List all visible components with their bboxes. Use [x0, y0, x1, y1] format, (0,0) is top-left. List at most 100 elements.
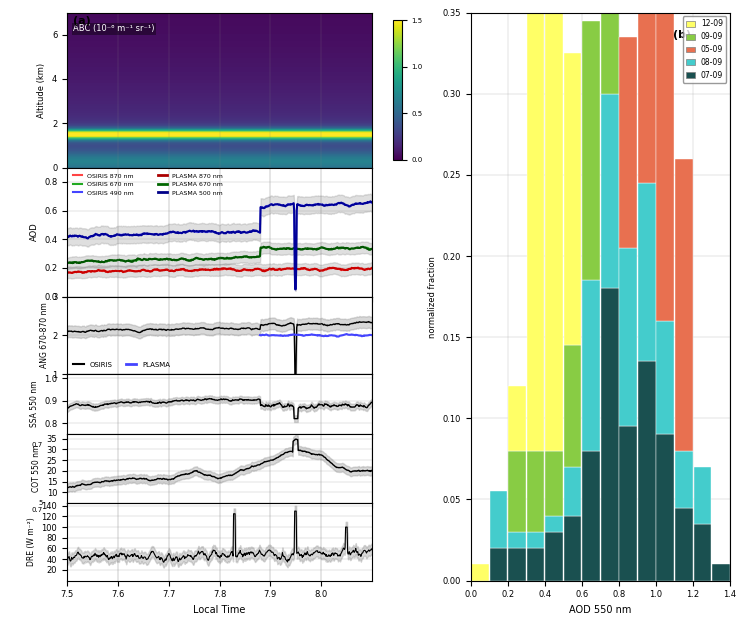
Text: ABC (10⁻⁶ m⁻¹ sr⁻¹): ABC (10⁻⁶ m⁻¹ sr⁻¹): [73, 24, 155, 33]
OSIRIS 490 nm: [200, 228, 209, 236]
PLASMA 670 nm: [201, 256, 210, 263]
Bar: [527, 451, 545, 532]
Bar: [508, 532, 526, 548]
OSIRIS 670 nm: [117, 257, 126, 264]
Bar: [489, 548, 507, 581]
OSIRIS 670 nm: [63, 259, 72, 267]
OSIRIS 670 nm: [367, 245, 376, 252]
PLASMA 500 nm: [293, 201, 302, 208]
OSIRIS: [141, 326, 150, 334]
PLASMA 500 nm: [63, 233, 72, 241]
OSIRIS 490 nm: [266, 200, 275, 208]
PLASMA 670 nm: [267, 245, 276, 252]
Bar: [583, 451, 600, 581]
Line: OSIRIS 670 nm: OSIRIS 670 nm: [67, 247, 372, 263]
Bar: [619, 248, 637, 427]
Line: PLASMA 870 nm: PLASMA 870 nm: [67, 268, 372, 273]
PLASMA: [267, 331, 276, 339]
Bar: [675, 451, 693, 507]
Line: PLASMA: PLASMA: [260, 334, 372, 336]
Bar: [527, 0, 545, 451]
PLASMA 500 nm: [367, 199, 376, 206]
OSIRIS 490 nm: [63, 233, 72, 240]
Bar: [712, 564, 729, 581]
PLASMA 500 nm: [141, 230, 150, 237]
PLASMA: [292, 331, 301, 339]
Bar: [601, 0, 618, 94]
Y-axis label: Altitude (km): Altitude (km): [37, 62, 46, 117]
OSIRIS 490 nm: [242, 229, 251, 237]
PLASMA: [332, 333, 341, 340]
OSIRIS 670 nm: [264, 244, 273, 251]
Bar: [508, 451, 526, 532]
Bar: [656, 435, 674, 581]
Bar: [508, 386, 526, 451]
Bar: [472, 564, 489, 581]
OSIRIS 670 nm: [142, 256, 150, 264]
OSIRIS 670 nm: [294, 245, 302, 252]
Bar: [675, 507, 693, 581]
Y-axis label: ANG 670-870 nm: ANG 670-870 nm: [40, 302, 49, 368]
Y-axis label: SSA 550 nm: SSA 550 nm: [30, 381, 39, 427]
OSIRIS 490 nm: [366, 198, 375, 206]
Bar: [638, 362, 656, 581]
Bar: [489, 492, 507, 548]
Legend: OSIRIS, PLASMA: OSIRIS, PLASMA: [71, 359, 173, 370]
Text: (a): (a): [73, 16, 91, 26]
Bar: [675, 158, 693, 451]
OSIRIS: [364, 318, 373, 326]
X-axis label: Local Time: Local Time: [194, 604, 246, 615]
Bar: [564, 53, 582, 345]
Bar: [601, 288, 618, 581]
OSIRIS 870 nm: [367, 264, 376, 271]
PLASMA 670 nm: [69, 259, 77, 267]
OSIRIS: [266, 320, 275, 327]
OSIRIS 870 nm: [117, 268, 126, 275]
PLASMA 870 nm: [201, 266, 210, 273]
Bar: [656, 0, 674, 321]
PLASMA 870 nm: [267, 266, 276, 273]
Bar: [508, 548, 526, 581]
OSIRIS 870 nm: [201, 266, 210, 273]
PLASMA 670 nm: [259, 243, 268, 251]
OSIRIS: [63, 327, 72, 335]
Text: 5: 5: [38, 500, 42, 506]
OSIRIS: [291, 389, 299, 397]
Text: 0.7: 0.7: [31, 442, 42, 449]
PLASMA 670 nm: [63, 259, 72, 266]
OSIRIS 870 nm: [267, 266, 276, 273]
OSIRIS 870 nm: [293, 266, 302, 273]
Line: OSIRIS 870 nm: OSIRIS 870 nm: [67, 268, 372, 273]
Bar: [545, 451, 563, 516]
OSIRIS 870 nm: [142, 268, 150, 275]
PLASMA: [288, 331, 297, 339]
PLASMA 670 nm: [142, 256, 150, 263]
Y-axis label: DRE (W m⁻²): DRE (W m⁻²): [27, 517, 36, 566]
X-axis label: AOD 550 nm: AOD 550 nm: [569, 604, 632, 615]
PLASMA 870 nm: [354, 264, 363, 271]
PLASMA 870 nm: [293, 265, 302, 273]
OSIRIS 870 nm: [243, 266, 252, 273]
Bar: [656, 321, 674, 435]
PLASMA 670 nm: [294, 245, 302, 252]
OSIRIS 490 nm: [116, 230, 125, 238]
Bar: [527, 532, 545, 548]
OSIRIS 670 nm: [267, 245, 276, 252]
Bar: [564, 345, 582, 467]
Line: OSIRIS 490 nm: OSIRIS 490 nm: [67, 202, 372, 282]
Bar: [545, 532, 563, 581]
OSIRIS: [200, 325, 209, 333]
Bar: [545, 0, 563, 451]
Bar: [583, 280, 600, 451]
PLASMA: [329, 332, 337, 339]
PLASMA 500 nm: [116, 231, 125, 239]
Text: 0.7: 0.7: [31, 507, 42, 513]
PLASMA 870 nm: [68, 269, 77, 277]
OSIRIS: [116, 326, 125, 333]
Bar: [583, 21, 600, 280]
OSIRIS: [242, 324, 251, 332]
PLASMA: [256, 331, 264, 339]
Y-axis label: normalized fraction: normalized fraction: [428, 256, 437, 338]
PLASMA 500 nm: [242, 229, 251, 237]
Bar: [527, 548, 545, 581]
